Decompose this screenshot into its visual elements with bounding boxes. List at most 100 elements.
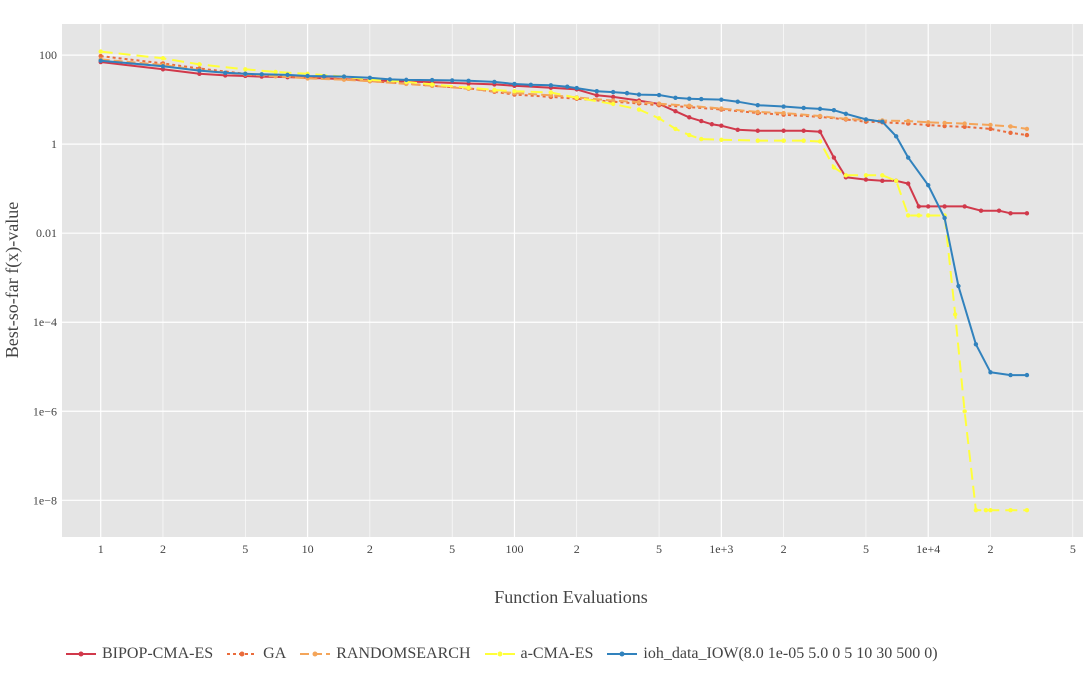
x-tick-label: 5 (656, 542, 662, 556)
series-3-point (492, 87, 497, 93)
series-4-point (429, 77, 435, 83)
series-2-point (656, 101, 662, 106)
y-tick-label: 1e−4 (33, 315, 57, 329)
x-tick-label: 2 (781, 542, 787, 556)
y-tick-label: 1e−8 (33, 493, 57, 507)
legend-swatch (300, 651, 331, 657)
series-0-point (197, 71, 202, 77)
series-4-point (341, 74, 347, 79)
series-3-point (843, 173, 849, 178)
x-axis-title: Function Evaluations (494, 587, 647, 607)
series-2-point (781, 110, 786, 116)
series-2-point (1024, 126, 1030, 132)
series-0-point (801, 128, 806, 133)
series-3-point (880, 173, 885, 178)
series-4-point (594, 88, 599, 94)
series-2-point (942, 120, 947, 126)
series-2-point (926, 120, 931, 125)
legend-item-2[interactable]: RANDOMSEARCH (300, 645, 471, 663)
series-1-point (942, 123, 947, 129)
series-0-point (709, 122, 715, 127)
series-4-point (673, 95, 678, 100)
series-0-point (699, 118, 704, 124)
legend-item-1[interactable]: GA (227, 645, 286, 663)
series-0-point (1008, 211, 1013, 216)
series-3-point (817, 139, 823, 144)
series-0-point (978, 208, 984, 213)
series-2-point (610, 98, 616, 103)
series-3-point (1024, 507, 1030, 513)
y-axis-ticks: 100 1 0.01 1e−4 1e−6 1e−8 (33, 48, 57, 507)
legend-item-3[interactable]: a-CMA-ES (484, 645, 593, 663)
y-axis-title: Best-so-far f(x)-value (2, 202, 23, 358)
series-4-point (223, 70, 228, 76)
series-0-point (996, 208, 1002, 213)
series-3-point (962, 409, 967, 414)
series-3-point (197, 62, 202, 67)
series-4-point (610, 89, 616, 95)
series-4-point (528, 82, 534, 88)
series-3-point (160, 56, 166, 61)
x-tick-label: 100 (505, 542, 523, 556)
series-4-point (988, 370, 993, 375)
series-2-point (843, 116, 849, 122)
series-0-point (817, 129, 823, 134)
series-3-point (699, 136, 704, 142)
series-4-point (942, 215, 947, 221)
legend-swatch (66, 651, 96, 657)
series-3-point (636, 107, 642, 112)
series-3-point (466, 85, 471, 90)
series-4-point (285, 72, 290, 78)
series-0-point (916, 204, 921, 209)
legend-label: RANDOMSEARCH (336, 645, 471, 662)
series-4-point (956, 283, 961, 289)
x-tick-label: 5 (449, 542, 455, 556)
series-0-point (719, 123, 724, 128)
series-4-point (624, 90, 630, 96)
series-1-point (98, 53, 103, 59)
series-4-point (831, 107, 837, 113)
series-3-point (801, 138, 806, 143)
series-0-point (905, 181, 911, 186)
series-2-point (755, 109, 760, 115)
series-2-point (1008, 124, 1013, 129)
series-3-point (673, 126, 678, 132)
series-3-point (988, 507, 993, 513)
series-3-point (574, 95, 579, 100)
series-3-point (983, 507, 989, 513)
series-0-point (755, 128, 760, 133)
series-0-point (863, 177, 869, 182)
grid (62, 24, 1083, 537)
series-4-point (699, 96, 704, 102)
series-4-point (735, 99, 740, 104)
x-tick-label: 2 (574, 542, 580, 556)
series-4-point (574, 85, 579, 91)
legend-item-0[interactable]: BIPOP-CMA-ES (66, 645, 213, 663)
x-tick-label: 2 (160, 542, 166, 556)
series-0-point (942, 204, 947, 209)
series-1-point (1024, 132, 1030, 138)
series-3-point (1008, 507, 1013, 513)
series-2-point (817, 113, 823, 119)
series-4-group (98, 58, 1030, 378)
series-3-point (719, 137, 724, 143)
x-tick-label: 5 (242, 542, 248, 556)
series-4-point (259, 72, 264, 77)
legend-swatch (227, 651, 258, 657)
series-4-point (1024, 372, 1030, 378)
series-4-point (449, 78, 455, 83)
series-group (98, 49, 1030, 513)
series-3-point (831, 165, 837, 170)
series-4-point (387, 77, 393, 82)
series-3-point (98, 49, 103, 54)
series-3-point (548, 90, 554, 95)
series-3-point (952, 312, 958, 317)
series-3-point (781, 138, 786, 143)
series-4-point (1008, 372, 1013, 378)
legend-label: BIPOP-CMA-ES (102, 645, 214, 662)
y-tick-label: 0.01 (36, 226, 57, 240)
series-3-point (863, 173, 869, 178)
series-0-point (687, 115, 692, 120)
series-1-point (962, 124, 967, 130)
legend-item-4[interactable]: ioh_data_IOW(8.0 1e-05 5.0 0 5 10 30 500… (607, 645, 938, 663)
